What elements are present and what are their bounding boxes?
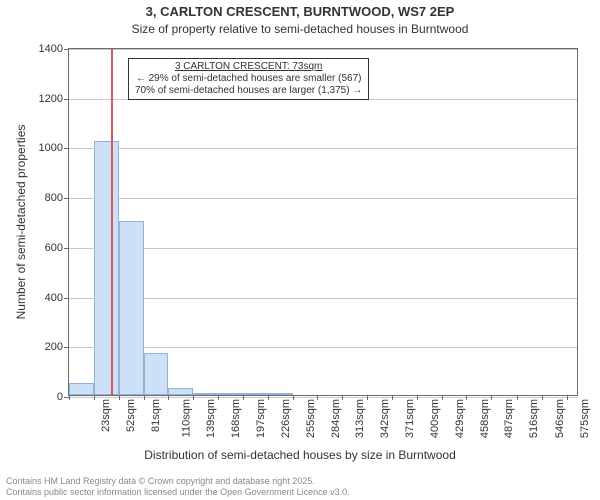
x-tick-mark [442, 395, 443, 400]
y-tick-mark [64, 198, 69, 199]
x-tick-mark [417, 395, 418, 400]
x-tick-mark [542, 395, 543, 400]
x-tick-label: 487sqm [504, 395, 516, 438]
grid-line [69, 198, 577, 199]
plot-area: 020040060080010001200140023sqm52sqm81sqm… [68, 48, 578, 396]
x-tick-mark [293, 395, 294, 400]
x-tick-label: 546sqm [554, 395, 566, 438]
x-axis-label: Distribution of semi-detached houses by … [0, 448, 600, 462]
x-tick-label: 110sqm [180, 395, 192, 437]
credits-line-1: Contains HM Land Registry data © Crown c… [6, 476, 350, 487]
x-tick-label: 371sqm [404, 395, 416, 438]
x-tick-label: 255sqm [305, 395, 317, 438]
x-tick-label: 197sqm [255, 395, 267, 438]
x-tick-mark [491, 395, 492, 400]
y-tick-mark [64, 148, 69, 149]
x-tick-label: 23sqm [100, 395, 112, 432]
annotation-box: 3 CARLTON CRESCENT: 73sqm ← 29% of semi-… [128, 58, 369, 100]
x-tick-label: 226sqm [280, 395, 292, 438]
x-tick-mark [218, 395, 219, 400]
y-tick-mark [64, 248, 69, 249]
chart-title: 3, CARLTON CRESCENT, BURNTWOOD, WS7 2EP [0, 4, 600, 19]
y-tick-mark [64, 99, 69, 100]
x-tick-mark [94, 395, 95, 400]
grid-line [69, 397, 577, 398]
x-tick-mark [119, 395, 120, 400]
histogram-chart: 3, CARLTON CRESCENT, BURNTWOOD, WS7 2EP … [0, 0, 600, 500]
annot-line-2: ← 29% of semi-detached houses are smalle… [135, 73, 362, 85]
x-tick-mark [193, 395, 194, 400]
x-tick-label: 575sqm [579, 395, 591, 438]
y-tick-mark [64, 49, 69, 50]
x-tick-mark [567, 395, 568, 400]
credits: Contains HM Land Registry data © Crown c… [0, 474, 356, 500]
x-tick-label: 81sqm [150, 395, 162, 432]
grid-line [69, 248, 577, 249]
x-tick-label: 168sqm [230, 395, 242, 438]
histogram-bar [119, 221, 144, 395]
chart-subtitle: Size of property relative to semi-detach… [0, 22, 600, 36]
x-tick-mark [466, 395, 467, 400]
x-tick-label: 342sqm [379, 395, 391, 438]
x-tick-label: 516sqm [528, 395, 540, 438]
credits-line-2: Contains public sector information licen… [6, 487, 350, 498]
property-marker-line [111, 49, 113, 395]
x-tick-mark [268, 395, 269, 400]
y-tick-mark [64, 347, 69, 348]
y-axis-label: Number of semi-detached properties [14, 125, 28, 320]
histogram-bar [94, 141, 119, 395]
x-tick-mark [168, 395, 169, 400]
grid-line [69, 298, 577, 299]
x-tick-mark [317, 395, 318, 400]
x-tick-mark [69, 395, 70, 400]
x-tick-label: 139sqm [205, 395, 217, 438]
histogram-bar [69, 383, 94, 395]
x-tick-mark [367, 395, 368, 400]
y-tick-mark [64, 298, 69, 299]
histogram-bar [168, 388, 193, 395]
x-tick-label: 284sqm [330, 395, 342, 438]
histogram-bar [144, 353, 169, 395]
annot-line-1: 3 CARLTON CRESCENT: 73sqm [135, 61, 362, 73]
x-tick-mark [517, 395, 518, 400]
x-tick-label: 400sqm [429, 395, 441, 438]
x-tick-label: 52sqm [125, 395, 137, 432]
x-tick-mark [342, 395, 343, 400]
x-tick-mark [392, 395, 393, 400]
grid-line [69, 49, 577, 50]
grid-line [69, 148, 577, 149]
x-tick-label: 313sqm [355, 395, 367, 438]
annot-line-3: 70% of semi-detached houses are larger (… [135, 85, 362, 97]
x-tick-label: 429sqm [454, 395, 466, 438]
x-tick-label: 458sqm [479, 395, 491, 438]
x-tick-mark [243, 395, 244, 400]
x-tick-mark [144, 395, 145, 400]
grid-line [69, 347, 577, 348]
